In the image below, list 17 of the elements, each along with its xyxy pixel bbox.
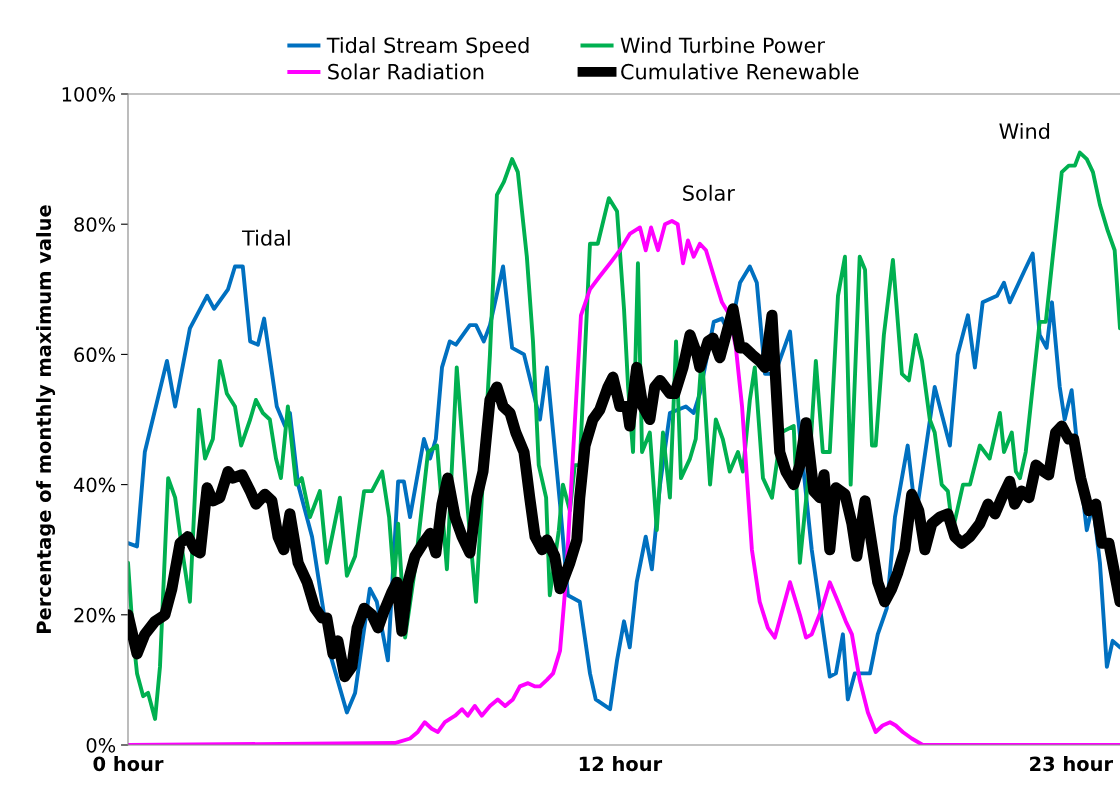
annotation: Solar [683,184,735,201]
x-tick-label: 12 hour [579,756,663,772]
y-tick-label: 80% [74,217,116,232]
legend-label: Cumulative Renewable [621,63,859,80]
annotation: Tidal [242,229,290,246]
legend-label: Solar Radiation [328,63,484,80]
y-axis-title: Percentage of monthly maximum value [36,205,56,633]
legend-label: Wind Turbine Power [620,37,825,54]
x-tick-label: 0 hour [93,756,164,772]
y-tick-label: 0% [86,737,116,753]
legend-label: Tidal Stream Speed [326,37,529,58]
y-tick-label: 100% [62,86,116,102]
x-tick-label: 23 hour [1030,756,1113,772]
y-tick-label: 20% [74,607,116,623]
y-tick-label: 60% [74,347,116,363]
annotation: Wind [999,122,1050,140]
y-tick-label: 40% [73,477,116,493]
